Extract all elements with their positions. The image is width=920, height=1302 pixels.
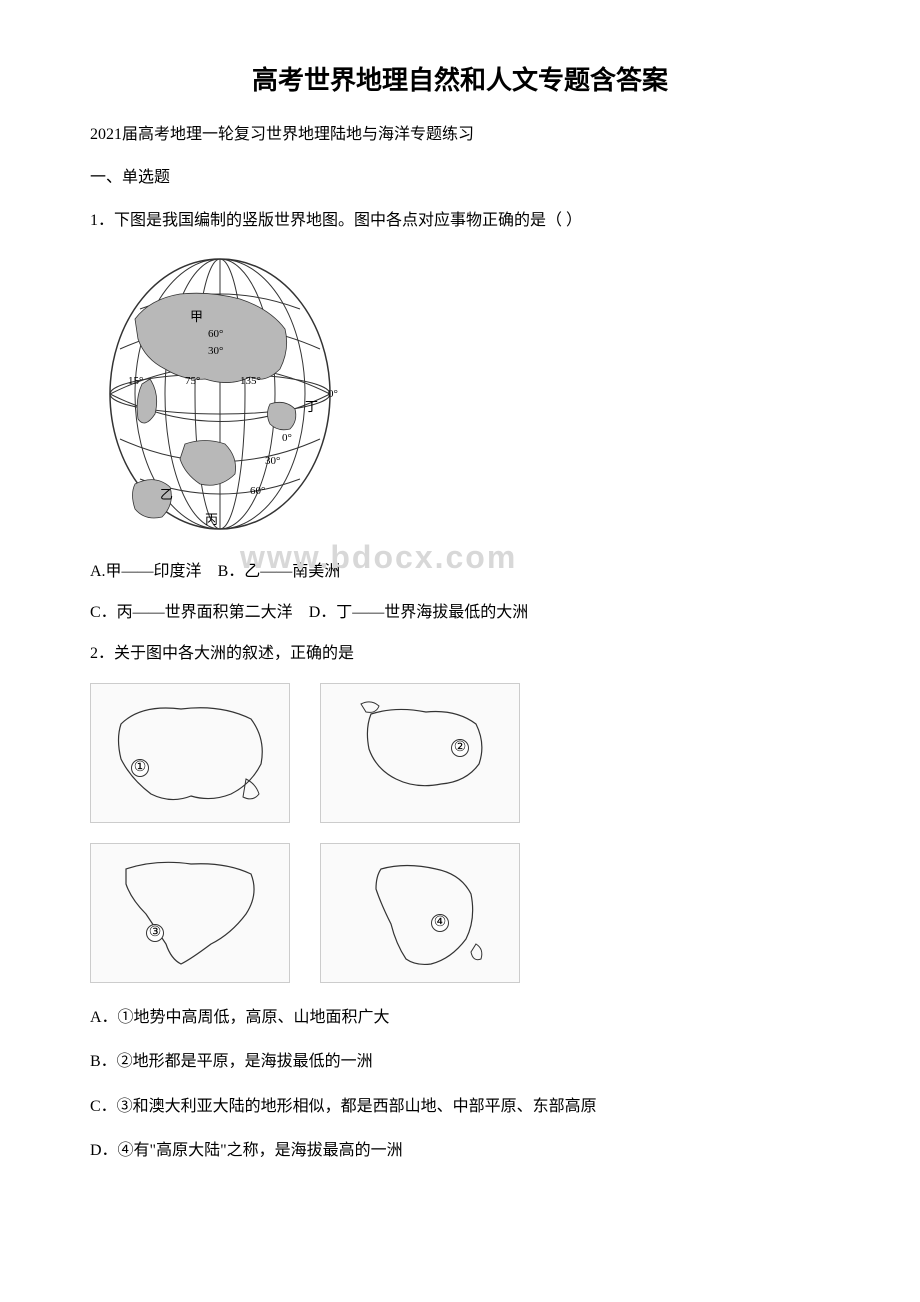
continents-grid: ① ② ③ ④ bbox=[90, 683, 530, 983]
map-lat-60n: 60° bbox=[208, 328, 223, 340]
map-lat-0b: 0° bbox=[282, 432, 292, 444]
q2-option-d: D．④有"高原大陆"之称，是海拔最高的一洲 bbox=[90, 1136, 830, 1166]
vertical-world-map: 甲 乙 丙 丁 15° 75° 135° 0° 30° 60° 30° 60° … bbox=[90, 249, 350, 539]
question-1-map-container: 甲 乙 丙 丁 15° 75° 135° 0° 30° 60° 30° 60° … bbox=[90, 249, 830, 544]
q1-option-d: D．丁——世界海拔最低的大洲 bbox=[309, 604, 529, 621]
q1-option-b: B．乙——南美洲 bbox=[218, 563, 341, 580]
section-header: 一、单选题 bbox=[90, 164, 830, 193]
question-1-options-cd: C．丙——世界面积第二大洋 D．丁——世界海拔最低的大洲 bbox=[90, 599, 830, 628]
continent-1-asia: ① bbox=[90, 683, 290, 823]
subtitle: 2021届高考地理一轮复习世界地理陆地与海洋专题练习 bbox=[90, 121, 830, 150]
map-lat-30n: 30° bbox=[208, 345, 223, 357]
map-lat-30s: 30° bbox=[265, 455, 280, 467]
continent-2-europe: ② bbox=[320, 683, 520, 823]
q1-option-a: A.甲——印度洋 bbox=[90, 563, 202, 580]
map-label-jia: 甲 bbox=[190, 309, 203, 324]
page-title: 高考世界地理自然和人文专题含答案 bbox=[90, 60, 830, 97]
q2-option-c: C．③和澳大利亚大陆的地形相似，都是西部山地、中部平原、东部高原 bbox=[90, 1092, 830, 1122]
q2-option-a: A．①地势中高周低，高原、山地面积广大 bbox=[90, 1003, 830, 1033]
map-lat-0a: 0° bbox=[328, 388, 338, 400]
map-lon-15: 15° bbox=[128, 375, 143, 387]
map-lon-75: 75° bbox=[185, 375, 200, 387]
continent-label-2: ② bbox=[451, 739, 469, 757]
continent-4-africa: ④ bbox=[320, 843, 520, 983]
continent-label-4: ④ bbox=[431, 914, 449, 932]
continent-label-1: ① bbox=[131, 759, 149, 777]
question-2-text: 2．关于图中各大洲的叙述，正确的是 bbox=[90, 640, 830, 669]
question-1-text: 1．下图是我国编制的竖版世界地图。图中各点对应事物正确的是（ ） bbox=[90, 207, 830, 236]
map-label-ding: 丁 bbox=[305, 399, 318, 414]
map-lat-60s: 60° bbox=[250, 485, 265, 497]
continent-label-3: ③ bbox=[146, 924, 164, 942]
continent-3-namerica: ③ bbox=[90, 843, 290, 983]
question-1-options-ab: A.甲——印度洋 B．乙——南美洲 bbox=[90, 558, 830, 587]
q1-option-c: C．丙——世界面积第二大洋 bbox=[90, 604, 293, 621]
map-label-yi: 乙 bbox=[160, 487, 173, 502]
map-label-bing: 丙 bbox=[205, 512, 218, 527]
q2-option-b: B．②地形都是平原，是海拔最低的一洲 bbox=[90, 1047, 830, 1077]
map-lon-135: 135° bbox=[240, 375, 261, 387]
